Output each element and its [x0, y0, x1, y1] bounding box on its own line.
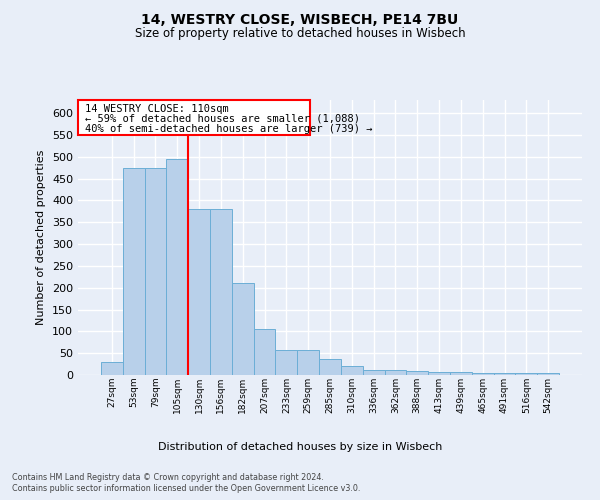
- Bar: [406, 370, 428, 375]
- Bar: [254, 329, 275, 375]
- Bar: [428, 372, 450, 375]
- Bar: [494, 373, 515, 375]
- Bar: [210, 209, 232, 375]
- Text: Distribution of detached houses by size in Wisbech: Distribution of detached houses by size …: [158, 442, 442, 452]
- Text: Contains HM Land Registry data © Crown copyright and database right 2024.: Contains HM Land Registry data © Crown c…: [12, 472, 324, 482]
- Bar: [385, 370, 406, 375]
- Text: ← 59% of detached houses are smaller (1,088): ← 59% of detached houses are smaller (1,…: [85, 114, 360, 124]
- Text: 14 WESTRY CLOSE: 110sqm: 14 WESTRY CLOSE: 110sqm: [85, 104, 229, 114]
- Bar: [166, 159, 188, 375]
- Bar: [232, 284, 254, 375]
- Bar: [363, 370, 385, 375]
- Bar: [101, 362, 123, 375]
- Text: 40% of semi-detached houses are larger (739) →: 40% of semi-detached houses are larger (…: [85, 124, 373, 134]
- Bar: [275, 350, 297, 375]
- Bar: [145, 168, 166, 375]
- Bar: [472, 373, 494, 375]
- Text: Contains public sector information licensed under the Open Government Licence v3: Contains public sector information licen…: [12, 484, 361, 493]
- Bar: [319, 359, 341, 375]
- Y-axis label: Number of detached properties: Number of detached properties: [37, 150, 46, 325]
- Bar: [450, 372, 472, 375]
- Bar: [123, 168, 145, 375]
- Text: Size of property relative to detached houses in Wisbech: Size of property relative to detached ho…: [134, 28, 466, 40]
- Bar: [537, 373, 559, 375]
- Bar: [297, 350, 319, 375]
- Bar: [188, 209, 210, 375]
- Bar: [515, 374, 537, 375]
- Bar: [341, 366, 363, 375]
- Text: 14, WESTRY CLOSE, WISBECH, PE14 7BU: 14, WESTRY CLOSE, WISBECH, PE14 7BU: [142, 12, 458, 26]
